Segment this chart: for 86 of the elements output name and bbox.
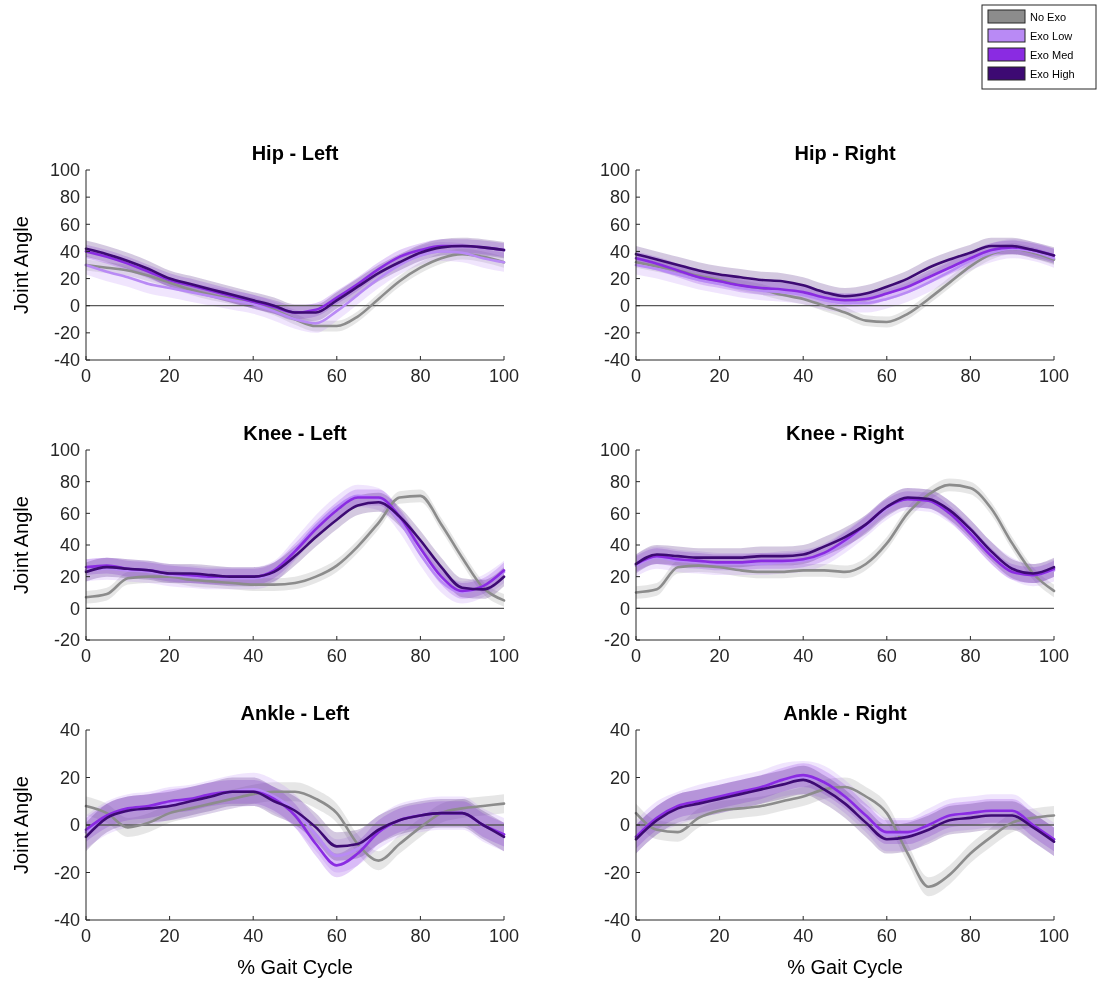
y-tick-label: -20 bbox=[53, 862, 80, 883]
x-tick-label: 60 bbox=[326, 646, 347, 666]
y-tick-label: 100 bbox=[599, 160, 630, 181]
legend-label: Exo Med bbox=[1030, 49, 1074, 61]
x-tick-label: 20 bbox=[709, 926, 730, 946]
y-axis-title: Joint Angle bbox=[10, 216, 32, 314]
y-tick-label: 60 bbox=[59, 214, 80, 235]
y-tick-label: 40 bbox=[609, 720, 630, 741]
y-tick-label: -20 bbox=[603, 862, 630, 883]
x-tick-label: 20 bbox=[159, 366, 180, 386]
y-tick-label: -20 bbox=[53, 630, 80, 651]
y-tick-label: 80 bbox=[59, 471, 80, 492]
y-tick-label: 100 bbox=[49, 440, 80, 461]
x-tick-label: 100 bbox=[488, 646, 520, 666]
x-tick-label: 40 bbox=[243, 926, 264, 946]
x-tick-label: 100 bbox=[1038, 646, 1070, 666]
x-tick-label: 100 bbox=[488, 926, 520, 946]
x-axis-title: % Gait Cycle bbox=[237, 956, 353, 978]
y-tick-label: 80 bbox=[609, 187, 630, 208]
x-tick-label: 60 bbox=[876, 926, 897, 946]
y-tick-label: 20 bbox=[59, 566, 80, 587]
y-tick-label: -40 bbox=[53, 910, 80, 931]
x-tick-label: 60 bbox=[876, 366, 897, 386]
chart-title: Hip - Right bbox=[794, 142, 896, 164]
line-series bbox=[84, 790, 506, 848]
y-tick-label: 0 bbox=[619, 598, 630, 619]
x-tick-label: 60 bbox=[326, 926, 347, 946]
x-axis-title: % Gait Cycle bbox=[787, 956, 903, 978]
y-tick-label: 20 bbox=[59, 268, 80, 289]
y-tick-label: 100 bbox=[49, 160, 80, 181]
x-tick-label: 100 bbox=[488, 366, 520, 386]
y-tick-label: 40 bbox=[59, 535, 80, 556]
y-tick-label: 20 bbox=[609, 566, 630, 587]
y-tick-label: 60 bbox=[609, 503, 630, 524]
x-tick-label: 80 bbox=[410, 366, 431, 386]
y-axis-title: Joint Angle bbox=[10, 776, 32, 874]
y-tick-label: -20 bbox=[603, 630, 630, 651]
y-tick-label: -40 bbox=[603, 910, 630, 931]
x-tick-label: 100 bbox=[1038, 926, 1070, 946]
x-tick-label: 60 bbox=[876, 646, 897, 666]
y-tick-label: -40 bbox=[53, 350, 80, 371]
y-tick-label: -20 bbox=[603, 323, 630, 344]
y-tick-label: 0 bbox=[69, 296, 80, 317]
x-tick-label: 40 bbox=[793, 926, 814, 946]
x-tick-label: 20 bbox=[159, 646, 180, 666]
y-tick-label: 40 bbox=[609, 241, 630, 262]
y-tick-label: 40 bbox=[609, 535, 630, 556]
chart-title: Knee - Left bbox=[243, 422, 348, 444]
chart-title: Hip - Left bbox=[251, 142, 339, 164]
x-tick-label: 40 bbox=[793, 646, 814, 666]
y-tick-label: 0 bbox=[619, 296, 630, 317]
y-tick-label: 0 bbox=[619, 815, 630, 836]
x-tick-label: 80 bbox=[960, 926, 981, 946]
x-tick-label: 80 bbox=[960, 366, 981, 386]
x-tick-label: 40 bbox=[243, 366, 264, 386]
y-tick-label: 80 bbox=[59, 187, 80, 208]
y-tick-label: 20 bbox=[59, 767, 80, 788]
x-tick-label: 20 bbox=[709, 366, 730, 386]
chart-title: Ankle - Left bbox=[240, 702, 350, 724]
x-tick-label: 80 bbox=[410, 646, 431, 666]
x-tick-label: 40 bbox=[243, 646, 264, 666]
y-tick-label: 0 bbox=[69, 598, 80, 619]
x-tick-label: 40 bbox=[793, 366, 814, 386]
y-tick-label: 60 bbox=[609, 214, 630, 235]
x-tick-label: 20 bbox=[709, 646, 730, 666]
y-tick-label: 0 bbox=[69, 815, 80, 836]
x-tick-label: 60 bbox=[326, 366, 347, 386]
y-tick-label: 60 bbox=[59, 503, 80, 524]
chart-title: Knee - Right bbox=[786, 422, 905, 444]
y-axis-title: Joint Angle bbox=[10, 496, 32, 594]
chart-title: Ankle - Right bbox=[783, 702, 907, 724]
y-tick-label: 40 bbox=[59, 241, 80, 262]
y-tick-label: 40 bbox=[59, 720, 80, 741]
x-tick-label: 80 bbox=[410, 926, 431, 946]
x-tick-label: 100 bbox=[1038, 366, 1070, 386]
y-tick-label: 20 bbox=[609, 268, 630, 289]
y-tick-label: -40 bbox=[603, 350, 630, 371]
legend-label: No Exo bbox=[1030, 11, 1067, 23]
x-tick-label: 80 bbox=[960, 646, 981, 666]
y-tick-label: -20 bbox=[53, 323, 80, 344]
legend-label: Exo Low bbox=[1030, 30, 1073, 42]
y-tick-label: 20 bbox=[609, 767, 630, 788]
x-tick-label: 20 bbox=[159, 926, 180, 946]
legend-label: Exo High bbox=[1030, 68, 1075, 80]
y-tick-label: 100 bbox=[599, 440, 630, 461]
y-tick-label: 80 bbox=[609, 471, 630, 492]
